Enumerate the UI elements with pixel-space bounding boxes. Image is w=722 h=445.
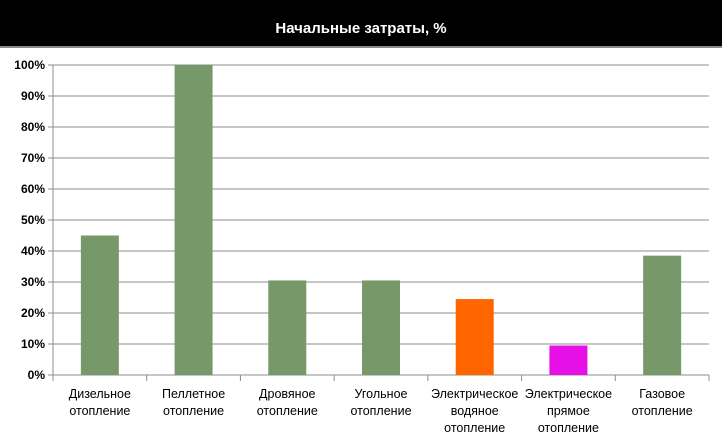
y-tick-label: 50%	[21, 213, 45, 227]
x-category-label: отопление	[257, 404, 318, 418]
y-tick-label: 10%	[21, 337, 45, 351]
title-bar: Начальные затраты, %	[0, 0, 722, 48]
x-category-label: Дровяное	[259, 387, 315, 401]
x-category-label: отопление	[632, 404, 693, 418]
y-tick-labels: 0% 10% 20% 30% 40% 50% 60% 70% 80% 90% 100%	[14, 58, 45, 382]
y-tick-label: 90%	[21, 89, 45, 103]
bars	[80, 65, 682, 375]
x-category-label: Электрическое	[431, 387, 518, 401]
x-category-label: отопление	[444, 421, 505, 435]
x-category-label: Электрическое	[525, 387, 612, 401]
y-tick-label: 40%	[21, 244, 45, 258]
bar	[80, 235, 119, 375]
x-category-label: отопление	[69, 404, 130, 418]
y-tick-label: 0%	[28, 368, 46, 382]
x-category-label: водяное	[451, 404, 499, 418]
bar	[174, 65, 213, 375]
bar	[643, 255, 682, 375]
x-category-label: прямое	[547, 404, 590, 418]
y-tick-label: 80%	[21, 120, 45, 134]
x-category-label: отопление	[163, 404, 224, 418]
bar	[362, 280, 400, 375]
x-category-label: Газовое	[639, 387, 685, 401]
x-category-label: отопление	[538, 421, 599, 435]
y-tick-label: 30%	[21, 275, 45, 289]
x-category-label: отопление	[350, 404, 411, 418]
bar	[268, 280, 307, 375]
bar	[549, 345, 588, 375]
chart-title: Начальные затраты, %	[275, 20, 447, 37]
x-category-label: Пеллетное	[162, 387, 225, 401]
bar	[455, 299, 494, 375]
y-tick-label: 60%	[21, 182, 45, 196]
x-category-label: Дизельное	[69, 387, 131, 401]
y-tick-label: 70%	[21, 151, 45, 165]
y-tick-label: 20%	[21, 306, 45, 320]
y-tick-label: 100%	[14, 58, 45, 72]
x-category-label: Угольное	[355, 387, 408, 401]
x-category-labels: Дизельное отопление Пеллетное отопление Дров…	[69, 387, 693, 435]
